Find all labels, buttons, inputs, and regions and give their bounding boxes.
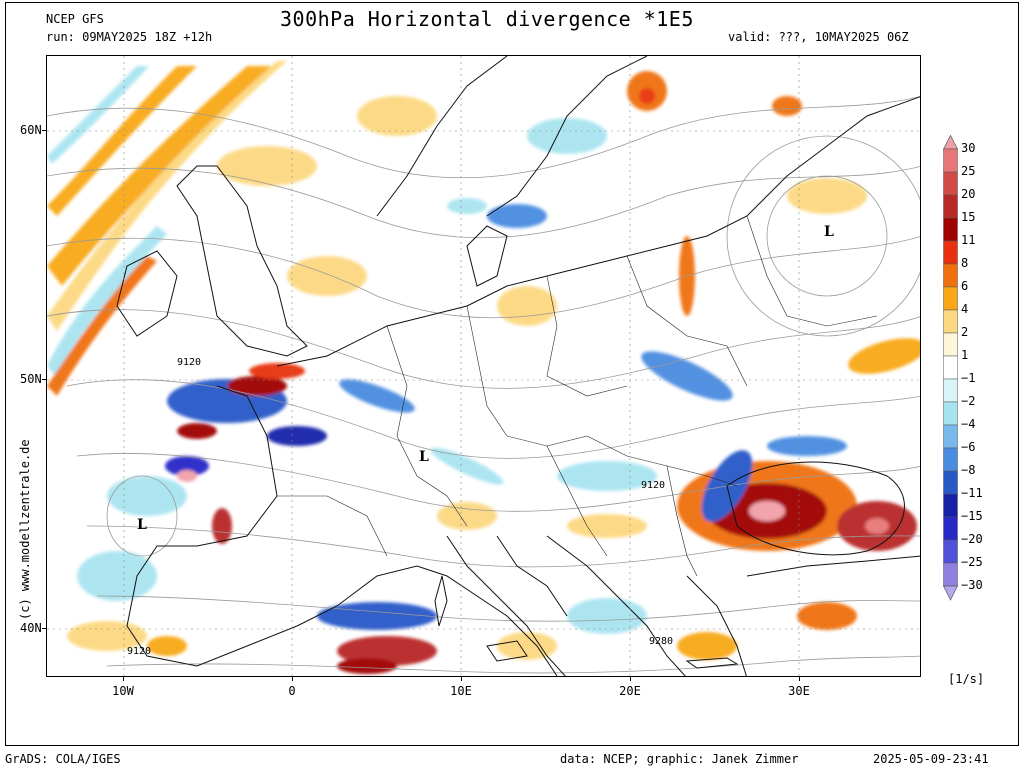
lat-label-60n: 60N [20, 123, 42, 137]
plot-frame [5, 2, 1019, 746]
legend-swatch [943, 217, 958, 242]
lon-tick [630, 677, 631, 681]
units-label: [1/s] [948, 672, 985, 686]
legend-label: −2 [961, 394, 976, 408]
data-credit: data: NCEP; graphic: Janek Zimmer [560, 752, 799, 766]
legend-swatch [943, 562, 958, 587]
model-name: NCEP GFS [46, 12, 104, 26]
map-canvas: L L L 9120 9120 9120 9280 [47, 56, 920, 676]
legend-swatch [943, 447, 958, 472]
graticule [47, 56, 920, 676]
legend-swatch [943, 148, 958, 173]
legend-label: 4 [961, 302, 969, 316]
lon-label-10e: 10E [450, 684, 472, 698]
timestamp: 2025-05-09-23:41 [873, 752, 989, 766]
lon-label-20e: 20E [619, 684, 641, 698]
height-label: 9120 [641, 480, 665, 491]
height-label: 9280 [649, 636, 673, 647]
map-title: 300hPa Horizontal divergence *1E5 [280, 7, 694, 31]
legend-label: 6 [961, 279, 969, 293]
legend-label: −11 [961, 486, 983, 500]
legend-label: 8 [961, 256, 969, 270]
legend-label: −25 [961, 555, 983, 569]
low-marker: L [419, 449, 429, 465]
legend-label: 1 [961, 348, 969, 362]
legend-swatch [943, 263, 958, 288]
coastlines [116, 56, 920, 676]
legend-label: −6 [961, 440, 976, 454]
legend-swatch [943, 286, 958, 311]
legend-swatch [943, 516, 958, 541]
legend-swatch [943, 493, 958, 518]
lat-tick [42, 379, 46, 380]
legend-label: −20 [961, 532, 983, 546]
legend-swatch [943, 401, 958, 426]
low-marker: L [137, 517, 147, 533]
legend-label: −4 [961, 417, 976, 431]
legend-label: 2 [961, 325, 969, 339]
divergence-map: L L L 9120 9120 9120 9280 [46, 55, 921, 677]
legend-label: 11 [961, 233, 976, 247]
software-credit: GrADS: COLA/IGES [5, 752, 121, 766]
lon-tick [292, 677, 293, 681]
lat-tick [42, 628, 46, 629]
divergence-field [47, 61, 920, 674]
legend-swatch [943, 539, 958, 564]
legend-swatch [943, 378, 958, 403]
legend-swatch [943, 240, 958, 265]
lon-tick [799, 677, 800, 681]
run-info: run: 09MAY2025 18Z +12h [46, 30, 213, 44]
legend-label: −1 [961, 371, 976, 385]
legend-label: 25 [961, 164, 976, 178]
legend-swatch [943, 332, 958, 357]
legend-bottom-arrow [943, 585, 959, 601]
lat-label-40n: 40N [20, 621, 42, 635]
lon-label-10w: 10W [112, 684, 134, 698]
legend-label: 30 [961, 141, 976, 155]
lat-label-50n: 50N [20, 372, 42, 386]
legend-label: −8 [961, 463, 976, 477]
lon-tick [123, 677, 124, 681]
low-marker: L [824, 224, 834, 240]
legend-swatch [943, 470, 958, 495]
legend-swatch [943, 309, 958, 334]
lon-tick [461, 677, 462, 681]
legend-label: 20 [961, 187, 976, 201]
legend-label: 15 [961, 210, 976, 224]
height-contours [47, 96, 920, 674]
legend-swatch [943, 171, 958, 196]
country-borders [277, 215, 878, 577]
lat-tick [42, 130, 46, 131]
legend-top-arrow [943, 135, 959, 150]
lon-label-0: 0 [288, 684, 296, 698]
lon-label-30e: 30E [788, 684, 810, 698]
legend-swatch [943, 424, 958, 449]
valid-time: valid: ???, 10MAY2025 06Z [728, 30, 909, 44]
legend-label: −15 [961, 509, 983, 523]
legend-swatch [943, 355, 958, 380]
height-label: 9120 [127, 646, 151, 657]
credit-text: (c) www.modellzentrale.de [18, 439, 32, 620]
height-label: 9120 [177, 357, 201, 368]
legend-bar [943, 135, 959, 601]
legend-swatch [943, 194, 958, 219]
legend-label: −30 [961, 578, 983, 592]
